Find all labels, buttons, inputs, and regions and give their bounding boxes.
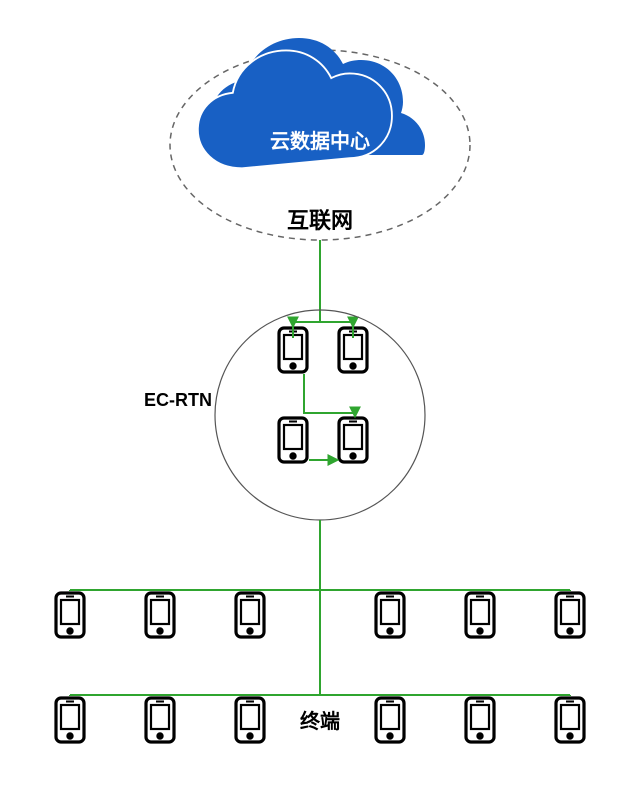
terminal-label: 终端 — [300, 709, 340, 733]
cloud-label: 云数据中心 — [270, 129, 370, 153]
terminal-device-r0-c1 — [146, 593, 174, 637]
ec-device-3 — [339, 418, 367, 462]
terminal-device-r0-c4 — [466, 593, 494, 637]
ec-device-2 — [279, 418, 307, 462]
terminal-device-r1-c4 — [466, 698, 494, 742]
terminal-device-r1-c2 — [236, 698, 264, 742]
ec-devices-group — [279, 328, 367, 462]
internet-label: 互联网 — [287, 208, 353, 233]
terminal-device-r0-c3 — [376, 593, 404, 637]
terminal-device-r0-c0 — [56, 593, 84, 637]
terminal-device-r1-c1 — [146, 698, 174, 742]
terminal-device-r1-c5 — [556, 698, 584, 742]
terminal-device-r0-c5 — [556, 593, 584, 637]
cloud-datacenter: 云数据中心 — [198, 38, 425, 168]
terminal-device-r0-c2 — [236, 593, 264, 637]
terminal-device-r1-c0 — [56, 698, 84, 742]
terminal-device-r1-c3 — [376, 698, 404, 742]
ec-rtn-circle — [215, 310, 425, 520]
ec-rtn-label: EC-RTN — [144, 390, 212, 410]
